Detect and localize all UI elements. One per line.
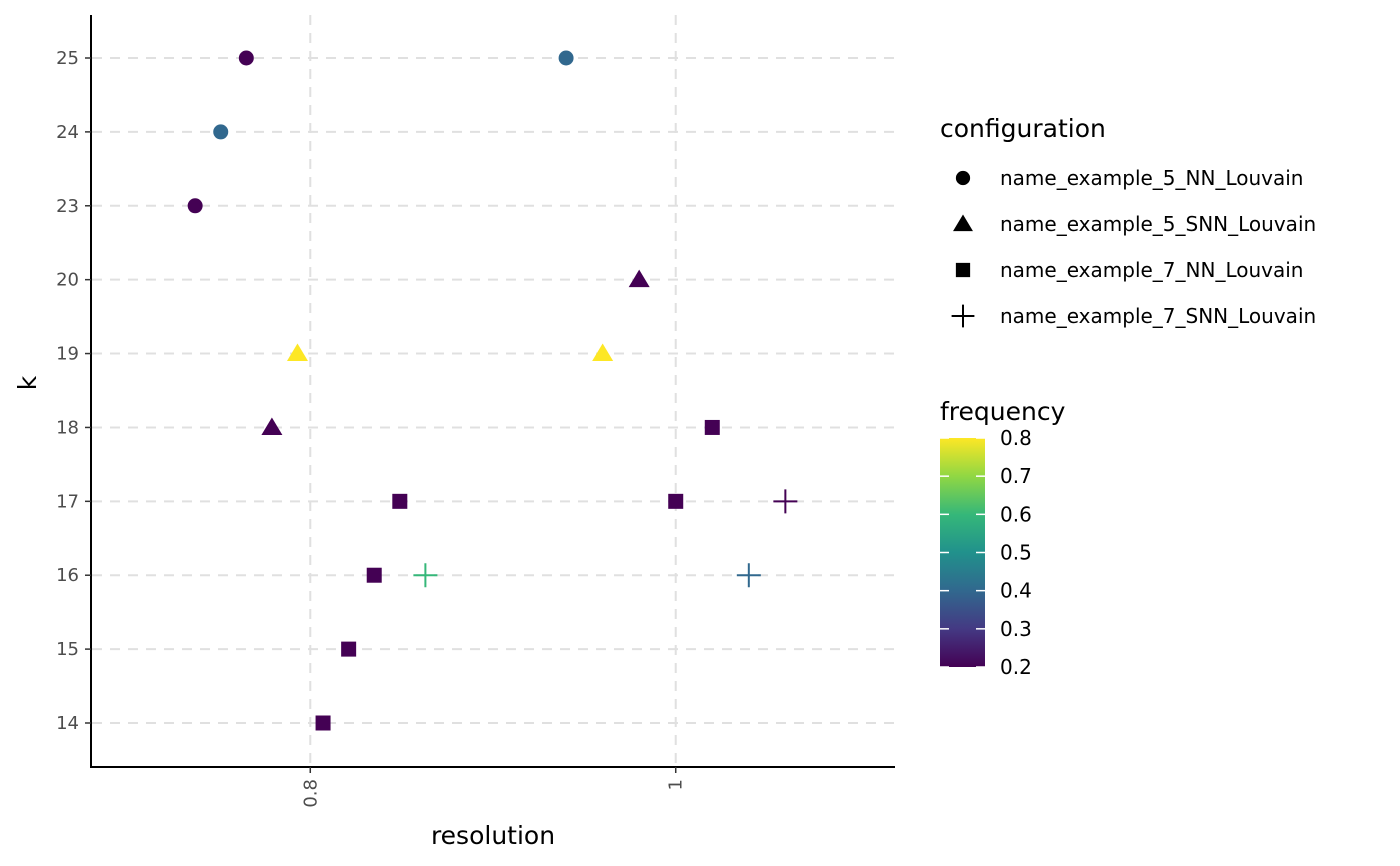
y-tick-label: 15 bbox=[56, 639, 79, 660]
y-axis-title: k bbox=[13, 375, 42, 390]
data-points bbox=[187, 50, 798, 731]
y-tick-label: 25 bbox=[56, 48, 79, 69]
y-tick-label: 24 bbox=[56, 122, 79, 143]
color-tick-label: 0.3 bbox=[1000, 617, 1032, 641]
point-plus bbox=[773, 489, 798, 514]
color-tick-label: 0.4 bbox=[1000, 579, 1032, 603]
point-circle bbox=[213, 124, 229, 140]
legend-key-triangle bbox=[953, 214, 973, 232]
color-tick-label: 0.6 bbox=[1000, 502, 1032, 526]
x-tick-label: 1 bbox=[666, 779, 687, 790]
x-ticks: 0.8 1 bbox=[300, 767, 687, 808]
point-square bbox=[341, 641, 357, 657]
x-axis-title: resolution bbox=[431, 821, 555, 850]
y-tick-label: 19 bbox=[56, 344, 79, 365]
shape-legend-label: name_example_7_SNN_Louvain bbox=[1000, 304, 1316, 328]
legend-key-circle bbox=[955, 170, 971, 186]
point-circle bbox=[238, 50, 254, 66]
point-square bbox=[315, 715, 331, 731]
point-square bbox=[392, 493, 408, 509]
point-circle bbox=[187, 198, 203, 214]
point-triangle bbox=[261, 417, 283, 435]
color-tick-label: 0.8 bbox=[1000, 426, 1032, 450]
y-tick-label: 17 bbox=[56, 491, 79, 512]
point-square bbox=[668, 493, 684, 509]
point-plus bbox=[413, 563, 438, 588]
point-triangle bbox=[592, 343, 614, 362]
y-tick-label: 14 bbox=[56, 713, 79, 734]
y-tick-label: 20 bbox=[56, 270, 79, 291]
y-tick-label: 16 bbox=[56, 565, 79, 586]
point-square bbox=[704, 419, 720, 435]
shape-legend-label: name_example_7_NN_Louvain bbox=[1000, 258, 1303, 282]
point-plus bbox=[736, 563, 761, 588]
y-tick-label: 18 bbox=[56, 417, 79, 438]
point-triangle bbox=[286, 343, 308, 362]
y-tick-label: 23 bbox=[56, 196, 79, 217]
shape-legend: configuration name_example_5_NN_Louvainn… bbox=[940, 114, 1316, 328]
color-tick-label: 0.5 bbox=[1000, 541, 1032, 565]
axes bbox=[90, 15, 895, 768]
point-square bbox=[366, 567, 382, 583]
legend-key-square bbox=[955, 262, 971, 278]
point-circle bbox=[558, 50, 574, 66]
shape-legend-label: name_example_5_SNN_Louvain bbox=[1000, 212, 1316, 236]
color-tick-label: 0.2 bbox=[1000, 655, 1032, 679]
legend-key-plus bbox=[951, 304, 975, 328]
y-ticks: 14 15 16 17 18 19 20 23 24 25 bbox=[56, 48, 91, 734]
gridlines bbox=[92, 15, 895, 766]
shape-legend-label: name_example_5_NN_Louvain bbox=[1000, 166, 1303, 190]
shape-legend-title: configuration bbox=[940, 114, 1106, 143]
color-tick-label: 0.7 bbox=[1000, 464, 1032, 488]
x-tick-label: 0.8 bbox=[300, 779, 321, 808]
color-legend-title: frequency bbox=[940, 397, 1066, 426]
point-triangle bbox=[628, 269, 650, 288]
color-legend: frequency 0.8 0.7 0.6 0.5 0.4 0.3 0.2 bbox=[940, 397, 1066, 679]
